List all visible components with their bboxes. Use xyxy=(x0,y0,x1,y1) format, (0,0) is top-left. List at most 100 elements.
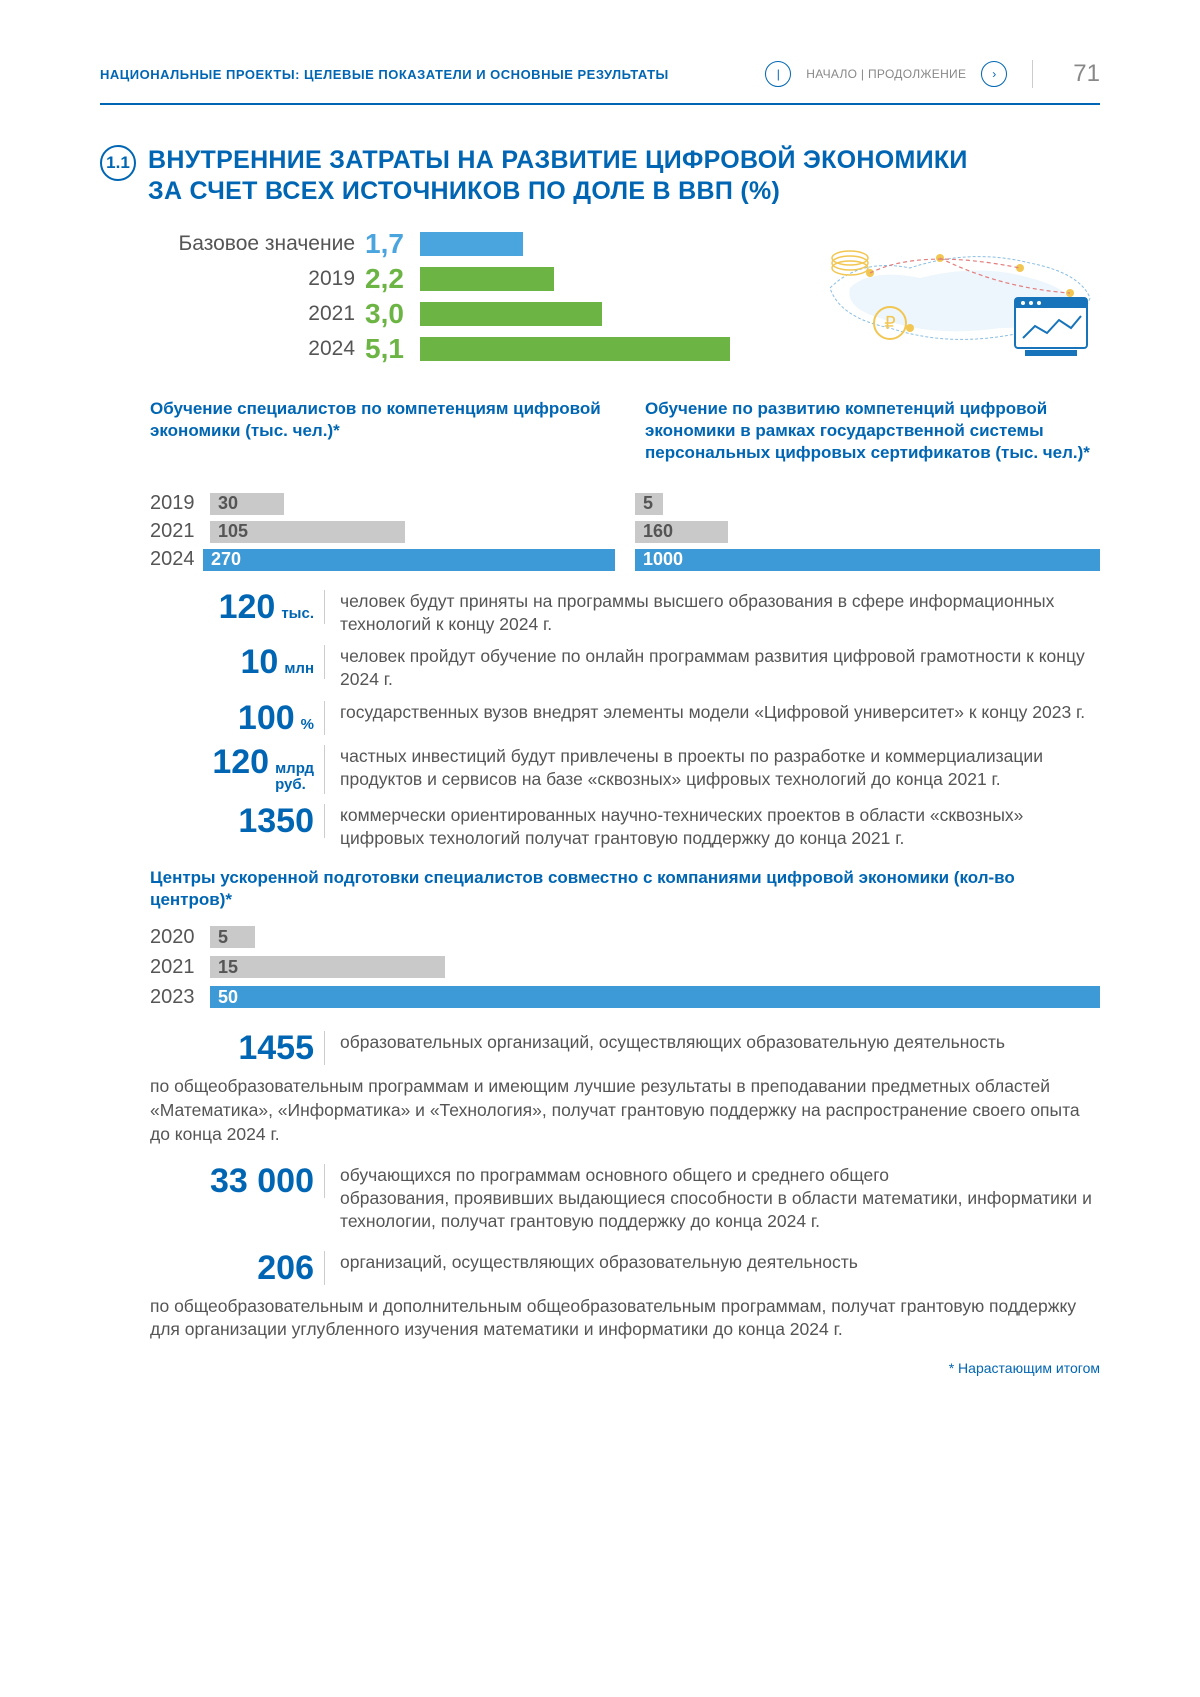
bottom-stat: 33 000 обучающихся по программам основног… xyxy=(100,1164,1100,1232)
section-title-line1: ВНУТРЕННИЕ ЗАТРАТЫ НА РАЗВИТИЕ ЦИФРОВОЙ … xyxy=(148,146,968,174)
bottom-rest: по общеобразовательным программам и имею… xyxy=(150,1075,1100,1146)
bottom-num-block: 33 000 xyxy=(150,1164,325,1198)
mini-bar: 1000 xyxy=(635,549,1100,571)
stat-number: 120 xyxy=(219,590,276,624)
bottom-num: 206 xyxy=(257,1251,314,1285)
stat-number: 120 xyxy=(212,745,269,779)
stat-row: 10 млн человек пройдут обучение по онлайн … xyxy=(150,645,1100,691)
section-title-line2: ЗА СЧЕТ ВСЕХ ИСТОЧНИКОВ ПО ДОЛЕ В ВВП (%… xyxy=(148,177,780,205)
page-number: 71 xyxy=(1073,60,1100,88)
subchart-left: 20193020211052024270 xyxy=(150,491,615,575)
nav-next-icon[interactable]: › xyxy=(981,61,1007,87)
stat-text: государственных вузов внедрят элементы м… xyxy=(325,701,1100,724)
mini-bar-row: 201930 xyxy=(150,491,615,517)
mini-bar: 5 xyxy=(635,493,663,515)
bottom-lead: обучающихся по программам основного обще… xyxy=(325,1164,1100,1232)
stat-number-block: 100% xyxy=(150,701,325,735)
stat-row: 1350 коммерчески ориентированных научно-т… xyxy=(150,804,1100,850)
mini-year: 2019 xyxy=(150,492,210,515)
header-nav: | НАЧАЛО | ПРОДОЛЖЕНИЕ › 71 xyxy=(765,60,1100,88)
mini-bar-row: 1000 xyxy=(635,547,1100,573)
stat-text: частных инвестиций будут привлечены в пр… xyxy=(325,745,1100,791)
mini-bar-row: 2021105 xyxy=(150,519,615,545)
bar-value: 5,1 xyxy=(365,333,420,365)
mini-bar: 270 xyxy=(203,549,615,571)
section-title: ВНУТРЕННИЕ ЗАТРАТЫ НА РАЗВИТИЕ ЦИФРОВОЙ … xyxy=(148,145,968,208)
mini-year: 2024 xyxy=(150,548,203,571)
stat-unit: млрдруб. xyxy=(275,761,314,794)
top-chart-row: 20213,0 xyxy=(150,298,820,330)
bottom-num: 1455 xyxy=(238,1031,314,1065)
subchart-right-title: Обучение по развитию компетенций цифрово… xyxy=(645,398,1100,464)
bottom-lead: организаций, осуществляющих образователь… xyxy=(325,1251,1100,1274)
stat-unit: тыс. xyxy=(281,606,314,623)
bottom-stat: 1455 образовательных организаций, осущест… xyxy=(100,1031,1100,1146)
bottom-num: 33 000 xyxy=(210,1164,314,1198)
centers-year: 2021 xyxy=(150,956,210,979)
stat-unit: млн xyxy=(284,661,314,678)
top-chart-row: Базовое значение1,7 xyxy=(150,228,820,260)
centers-title: Центры ускоренной подготовки специалисто… xyxy=(150,867,1100,911)
stat-row: 120млрдруб.частных инвестиций будут прив… xyxy=(150,745,1100,794)
bar-value: 3,0 xyxy=(365,298,420,330)
centers-row: 20205 xyxy=(150,923,1100,951)
map-illustration: ₽ xyxy=(820,228,1100,368)
stat-number-block: 1350 xyxy=(150,804,325,838)
centers-year: 2023 xyxy=(150,986,210,1009)
bar-value: 1,7 xyxy=(365,228,420,260)
section-number-badge: 1.1 xyxy=(100,145,136,181)
mini-bar: 160 xyxy=(635,521,728,543)
stat-row: 100%государственных вузов внедрят элемен… xyxy=(150,701,1100,735)
bar-shape xyxy=(420,337,730,361)
divider xyxy=(1032,60,1033,88)
bar-value: 2,2 xyxy=(365,263,420,295)
bar-label: 2024 xyxy=(150,337,365,361)
nav-text: НАЧАЛО | ПРОДОЛЖЕНИЕ xyxy=(806,67,966,81)
subchart-right: 5 160 1000 xyxy=(635,491,1100,575)
mini-year: 2021 xyxy=(150,520,210,543)
mini-bar-row: 2024270 xyxy=(150,547,615,573)
bar-shape xyxy=(420,302,602,326)
mini-bar: 30 xyxy=(210,493,284,515)
stat-text: человек будут приняты на программы высше… xyxy=(325,590,1100,636)
bottom-stats: 1455 образовательных организаций, осущест… xyxy=(100,1031,1100,1341)
stat-number-block: 120млрдруб. xyxy=(150,745,325,794)
bottom-rest: по общеобразовательным и дополнительным … xyxy=(150,1295,1100,1342)
centers-row: 202115 xyxy=(150,953,1100,981)
stat-number: 1350 xyxy=(238,804,314,838)
mini-bar-row: 160 xyxy=(635,519,1100,545)
footnote: * Нарастающим итогом xyxy=(100,1360,1100,1376)
bottom-num-block: 1455 xyxy=(150,1031,325,1065)
bar-shape xyxy=(420,267,554,291)
stat-number-block: 10 млн xyxy=(150,645,325,679)
top-bar-chart: Базовое значение1,720192,220213,020245,1 xyxy=(150,228,820,368)
bar-label: Базовое значение xyxy=(150,232,365,256)
stat-text: человек пройдут обучение по онлайн прогр… xyxy=(325,645,1100,691)
centers-bar: 15 xyxy=(210,956,445,978)
stat-row: 120 тыс. человек будут приняты на программ… xyxy=(150,590,1100,636)
bar-label: 2019 xyxy=(150,267,365,291)
bottom-lead: образовательных организаций, осуществляю… xyxy=(325,1031,1100,1054)
top-chart-row: 20192,2 xyxy=(150,263,820,295)
stats-block: 120 тыс. человек будут приняты на программ… xyxy=(100,590,1100,850)
bottom-stat: 206 организаций, осуществляющих образоват… xyxy=(100,1251,1100,1342)
centers-year: 2020 xyxy=(150,926,210,949)
stat-number-block: 120 тыс. xyxy=(150,590,325,624)
nav-start-icon[interactable]: | xyxy=(765,61,791,87)
section-heading: 1.1 ВНУТРЕННИЕ ЗАТРАТЫ НА РАЗВИТИЕ ЦИФРО… xyxy=(100,145,1100,208)
centers-bar: 50 xyxy=(210,986,1100,1008)
mini-bar: 105 xyxy=(210,521,405,543)
top-chart-row: 20245,1 xyxy=(150,333,820,365)
stat-number: 100 xyxy=(238,701,295,735)
bottom-num-block: 206 xyxy=(150,1251,325,1285)
header-title: НАЦИОНАЛЬНЫЕ ПРОЕКТЫ: ЦЕЛЕВЫЕ ПОКАЗАТЕЛИ… xyxy=(100,67,669,82)
bar-label: 2021 xyxy=(150,302,365,326)
stat-unit: % xyxy=(301,717,314,734)
centers-bar: 5 xyxy=(210,926,255,948)
centers-row: 202350 xyxy=(150,983,1100,1011)
bar-shape xyxy=(420,232,523,256)
stat-text: коммерчески ориентированных научно-техни… xyxy=(325,804,1100,850)
page-header: НАЦИОНАЛЬНЫЕ ПРОЕКТЫ: ЦЕЛЕВЫЕ ПОКАЗАТЕЛИ… xyxy=(100,60,1100,105)
stat-number: 10 xyxy=(240,645,278,679)
subchart-left-title: Обучение специалистов по компетенциям ци… xyxy=(150,398,605,442)
